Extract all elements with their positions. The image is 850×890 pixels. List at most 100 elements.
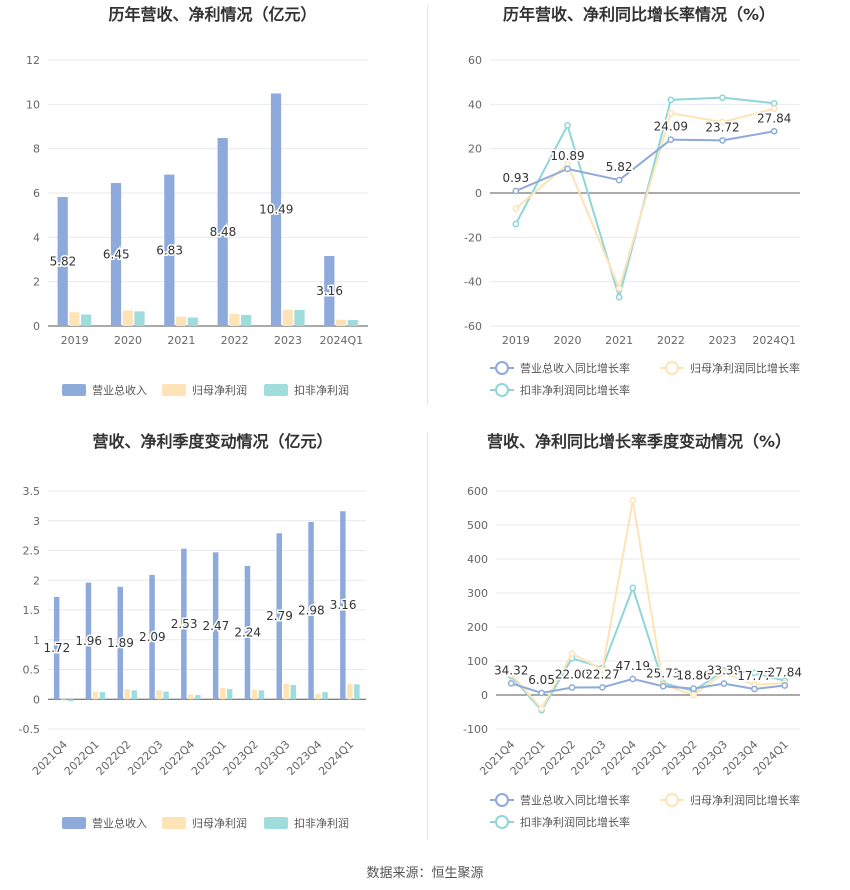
data-point	[720, 669, 728, 677]
data-point	[615, 293, 623, 301]
data-point	[719, 118, 726, 126]
legend-marker	[495, 361, 509, 375]
y-tick-label: 2	[33, 574, 40, 587]
y-tick-label: 40	[468, 98, 482, 111]
data-point	[719, 94, 726, 102]
legend-label: 营业总收入同比增长率	[520, 361, 630, 375]
data-point	[719, 137, 726, 144]
x-tick-label: 2019	[502, 334, 530, 347]
chart-title: 营收、净利同比增长率季度变动情况（%）	[487, 432, 791, 451]
bar	[347, 683, 353, 700]
y-tick-label: -0.5	[19, 723, 40, 736]
data-point	[690, 685, 697, 692]
data-point	[751, 669, 758, 677]
data-label: 1.89	[107, 636, 134, 650]
legend-label: 扣非净利润	[294, 816, 349, 830]
bar	[92, 691, 99, 700]
bar	[156, 690, 162, 700]
data-point	[629, 497, 637, 504]
bar	[308, 521, 314, 700]
bar	[241, 314, 252, 326]
data-point	[512, 205, 520, 212]
data-label: 6.05	[528, 673, 555, 687]
bar	[347, 320, 358, 326]
data-label: 6.45	[103, 248, 130, 262]
legend-swatch	[264, 817, 288, 829]
y-tick-label: 1	[33, 634, 40, 647]
bar	[53, 596, 60, 700]
bar	[163, 691, 169, 700]
y-tick-label: 3	[33, 515, 40, 528]
data-label: 2.09	[139, 630, 166, 644]
bar	[110, 183, 122, 326]
y-tick-label: 20	[468, 143, 482, 156]
legend-label: 扣非净利润同比增长率	[520, 383, 630, 397]
data-point	[720, 680, 728, 687]
data-label: 47.19	[616, 659, 650, 673]
y-tick-label: 600	[467, 485, 488, 498]
data-point	[507, 671, 515, 678]
bar	[175, 316, 187, 326]
data-label: 1.96	[75, 634, 102, 648]
x-tick-label: 2019	[61, 334, 89, 347]
data-point	[507, 679, 515, 687]
y-tick-label: 400	[467, 553, 488, 566]
annual-revenue-chart: 历年营收、净利情况（亿元） 0 2 4 6 8 10 12 2019 2020 2021 2022 20…	[0, 0, 425, 410]
legend-label: 归母净利润	[192, 383, 247, 397]
series-line	[515, 130, 775, 192]
x-tick-label: 2023	[709, 334, 737, 347]
data-point	[667, 96, 675, 104]
y-tick-label: 4	[33, 231, 40, 244]
data-point	[751, 685, 758, 693]
data-point	[615, 284, 623, 292]
bar	[149, 574, 155, 700]
bar	[270, 93, 282, 326]
data-point	[564, 165, 571, 173]
data-label: 10.89	[550, 149, 584, 163]
data-label: 10.49	[259, 203, 293, 217]
bar	[131, 690, 137, 700]
bar	[322, 692, 328, 700]
vertical-divider-top	[427, 5, 428, 405]
annual-revenue-svg: 历年营收、净利情况（亿元） 0 2 4 6 8 10 12 2019 2020 2021 2022 20…	[26, 5, 368, 397]
annual-growth-svg: 历年营收、净利同比增长率情况（%） -60 -40 -20 0 20 40 60 2019 202…	[464, 5, 800, 397]
x-tick-label: 2022	[221, 334, 249, 347]
legend-marker	[665, 793, 679, 807]
data-label: 24.09	[654, 120, 688, 134]
annual-growth-chart: 历年营收、净利同比增长率情况（%） -60 -40 -20 0 20 40 60 2019 202…	[428, 0, 850, 410]
data-label: 5.82	[50, 254, 77, 268]
bar	[354, 684, 360, 700]
legend-swatch	[162, 817, 186, 829]
bar	[283, 683, 289, 700]
data-point	[770, 105, 778, 113]
y-tick-label: -40	[464, 276, 482, 289]
y-tick-label: 1.5	[23, 604, 41, 617]
bar	[290, 684, 296, 700]
y-tick-label: 300	[467, 587, 488, 600]
legend-label: 归母净利润同比增长率	[690, 361, 800, 375]
chart-title: 历年营收、净利情况（亿元）	[108, 5, 316, 24]
bar	[217, 138, 228, 326]
legend-label: 营业总收入	[92, 383, 147, 397]
data-label: 27.84	[768, 666, 802, 680]
data-point	[538, 705, 545, 712]
data-point	[512, 187, 520, 195]
legend-label: 营业总收入	[92, 816, 147, 830]
series-line	[510, 677, 785, 694]
bar	[69, 312, 80, 326]
bar	[282, 309, 293, 326]
x-tick-label: 2022	[657, 334, 685, 347]
y-tick-label: -100	[463, 723, 488, 736]
quarterly-growth-svg: 营收、净利同比增长率季度变动情况（%） -100 0 100 200 300 400 500 6…	[463, 432, 803, 829]
bar	[294, 310, 305, 326]
data-label: 3.16	[330, 598, 357, 612]
y-tick-label: 6	[33, 187, 40, 200]
y-tick-label: 0	[33, 320, 40, 333]
data-label: 1.72	[44, 641, 71, 655]
series-line	[510, 500, 785, 711]
y-tick-label: 200	[467, 621, 488, 634]
chart-title: 历年营收、净利同比增长率情况（%）	[503, 5, 775, 24]
bar	[81, 314, 92, 326]
data-label: 18.86	[676, 669, 710, 683]
x-tick-label: 2024Q1	[752, 334, 796, 347]
